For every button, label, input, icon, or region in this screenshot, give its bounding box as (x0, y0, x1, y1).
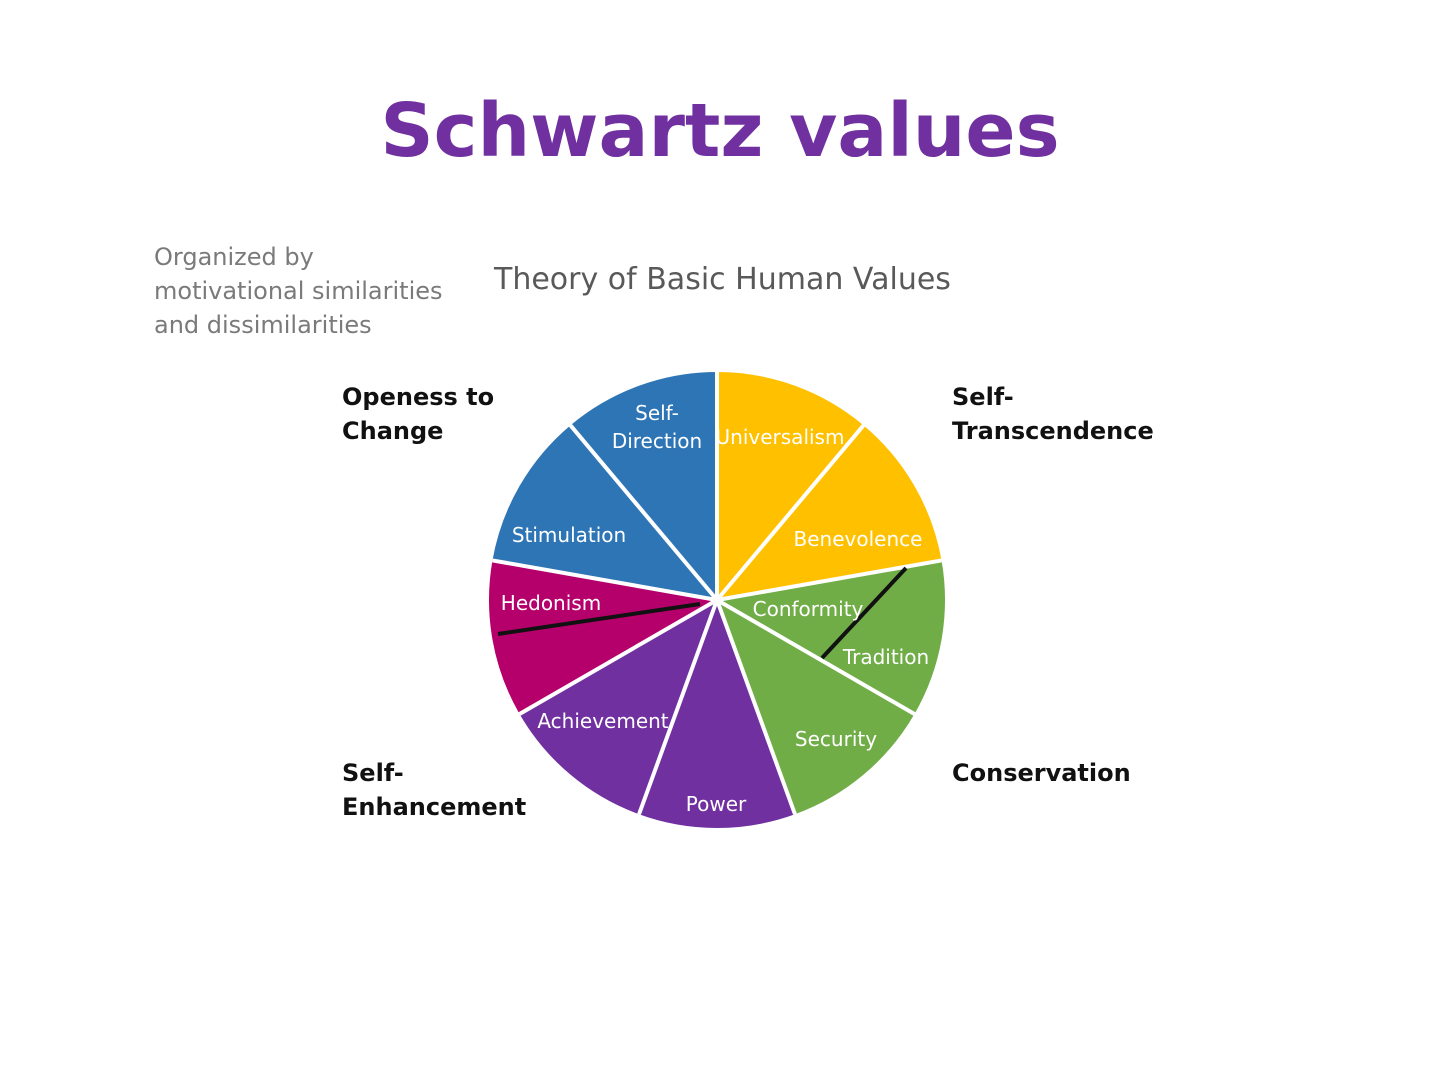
accent-line (497, 602, 701, 636)
segment-label-direction: Direction (612, 429, 702, 453)
slice-divider (716, 558, 942, 602)
slice-power (639, 600, 795, 828)
slice-hedonism (488, 560, 717, 714)
slide-title: Schwartz values (380, 88, 1060, 174)
slice-conformity-tradition (717, 560, 945, 714)
segment-label-universalism: Universalism (716, 425, 845, 449)
slice-divider (715, 424, 866, 602)
slice-universalism (717, 371, 864, 600)
segment-label-conformity: Conformity (753, 597, 864, 621)
slice-benevolence (717, 425, 942, 600)
segment-label-security: Security (795, 727, 877, 751)
slice-divider (518, 598, 718, 716)
group-label-self-transcendence: Self- Transcendence (952, 383, 1154, 445)
accent-line (820, 566, 908, 660)
slice-divider (715, 599, 797, 815)
segment-label-stimulation: Stimulation (512, 523, 626, 547)
slice-stimulation (492, 425, 717, 600)
segment-label-self: Self- (635, 401, 679, 425)
slice-divider (568, 424, 719, 602)
segment-label-benevolence: Benevolence (794, 527, 923, 551)
slice-divider (492, 558, 718, 602)
diagram-subtitle: Theory of Basic Human Values (494, 262, 951, 297)
group-label-self-enhancement: Self- Enhancement (342, 759, 527, 821)
slice-security (717, 600, 915, 815)
slice-divider (637, 599, 719, 815)
organization-note: Organized by motivational similarities a… (154, 243, 443, 339)
slice-self-direction (570, 372, 717, 600)
slice-achievement (519, 600, 717, 815)
segment-label-hedonism: Hedonism (501, 591, 601, 615)
segment-label-power: Power (686, 792, 747, 816)
group-label-conservation: Conservation (952, 759, 1131, 787)
segment-label-achievement: Achievement (537, 709, 668, 733)
slice-divider (716, 598, 916, 716)
group-label-openness: Openess to Change (342, 383, 495, 445)
segment-label-tradition: Tradition (842, 645, 929, 669)
